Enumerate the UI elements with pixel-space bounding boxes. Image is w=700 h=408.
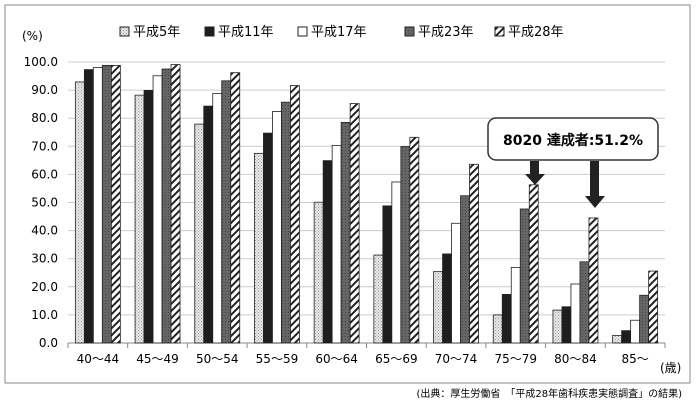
y-tick-label: 50.0 (31, 196, 58, 210)
x-tick-label: 65〜69 (375, 352, 418, 366)
callout-text: 8020 達成者:51.2% (503, 132, 643, 149)
bar (263, 132, 273, 344)
bar (621, 330, 632, 344)
bar (83, 69, 94, 344)
x-tick-label: 40〜44 (77, 352, 120, 366)
bar (92, 67, 103, 344)
y-tick-label: 0.0 (39, 336, 58, 350)
bar (510, 267, 521, 344)
legend-swatch (404, 26, 415, 37)
bar (561, 306, 572, 344)
callout: 8020 達成者:51.2% (487, 117, 659, 208)
y-tick-label: 40.0 (31, 224, 58, 238)
bar (349, 103, 360, 344)
bar (501, 293, 512, 344)
bar (382, 205, 393, 344)
bar (492, 314, 503, 344)
bar (170, 64, 181, 344)
legend-label: 平成11年 (218, 25, 274, 40)
y-tick-label: 70.0 (31, 139, 58, 153)
bar (451, 222, 461, 344)
bar (143, 89, 154, 344)
bar (230, 72, 241, 344)
bar (442, 253, 452, 344)
bar (552, 309, 563, 344)
y-tick-label: 90.0 (31, 83, 58, 97)
bar (101, 64, 112, 344)
bar (110, 64, 121, 344)
y-tick-label: 60.0 (31, 167, 58, 181)
bar (194, 123, 205, 344)
bar (648, 270, 659, 344)
bar (528, 184, 539, 344)
bar (579, 261, 590, 344)
legend-label: 平成23年 (418, 25, 474, 40)
bar (272, 111, 282, 344)
y-tick-label: 100.0 (24, 55, 58, 69)
bar (409, 136, 420, 344)
bar (134, 94, 145, 344)
bar (74, 81, 85, 344)
bar (460, 195, 470, 344)
x-tick-label: 85〜 (622, 352, 649, 366)
arrow-icon (585, 161, 605, 208)
legend-swatch (119, 26, 130, 37)
bar (570, 283, 581, 344)
y-tick-label: 10.0 (31, 308, 58, 322)
y-tick-label: 30.0 (31, 252, 58, 266)
bar (519, 208, 530, 344)
bar (433, 271, 443, 344)
legend-swatch (204, 26, 215, 37)
bar (254, 152, 264, 344)
callout-box (487, 117, 659, 161)
x-tick-label: 45〜49 (136, 352, 179, 366)
bar (630, 319, 641, 344)
x-axis-unit: (歳) (660, 361, 681, 375)
x-tick-label: 80〜84 (554, 352, 597, 366)
legend-label: 平成5年 (133, 25, 180, 40)
y-tick-label: 80.0 (31, 111, 58, 125)
bar (290, 85, 300, 344)
bar (281, 101, 291, 344)
y-tick-label: 20.0 (31, 280, 58, 294)
bar (340, 122, 351, 344)
bar (639, 294, 650, 344)
arrow-icon (525, 161, 545, 185)
x-tick-label: 70〜74 (435, 352, 478, 366)
bar (373, 254, 384, 344)
bar (612, 335, 623, 344)
bar (331, 145, 342, 344)
legend-label: 平成17年 (311, 25, 367, 40)
y-axis-label: (%) (22, 29, 43, 43)
bar (152, 75, 163, 344)
x-tick-label: 55〜59 (256, 352, 299, 366)
x-tick-label: 50〜54 (196, 352, 239, 366)
source-note: (出典：厚生労働省 「平成28年歯科疾患実態調査」の結果) (416, 387, 682, 400)
legend-label: 平成28年 (508, 25, 564, 40)
bar (221, 80, 232, 344)
chart-border (4, 4, 691, 384)
legend-swatch (297, 26, 308, 37)
bar (391, 181, 402, 344)
bar (161, 68, 172, 344)
bar (313, 201, 324, 344)
bar (322, 160, 333, 344)
x-tick-label: 75〜79 (494, 352, 537, 366)
legend-swatch (494, 26, 505, 37)
bar (588, 217, 599, 344)
x-tick-label: 60〜64 (315, 352, 358, 366)
bar (400, 146, 411, 344)
bar (203, 105, 214, 344)
bar (469, 163, 479, 344)
bar (212, 93, 223, 344)
